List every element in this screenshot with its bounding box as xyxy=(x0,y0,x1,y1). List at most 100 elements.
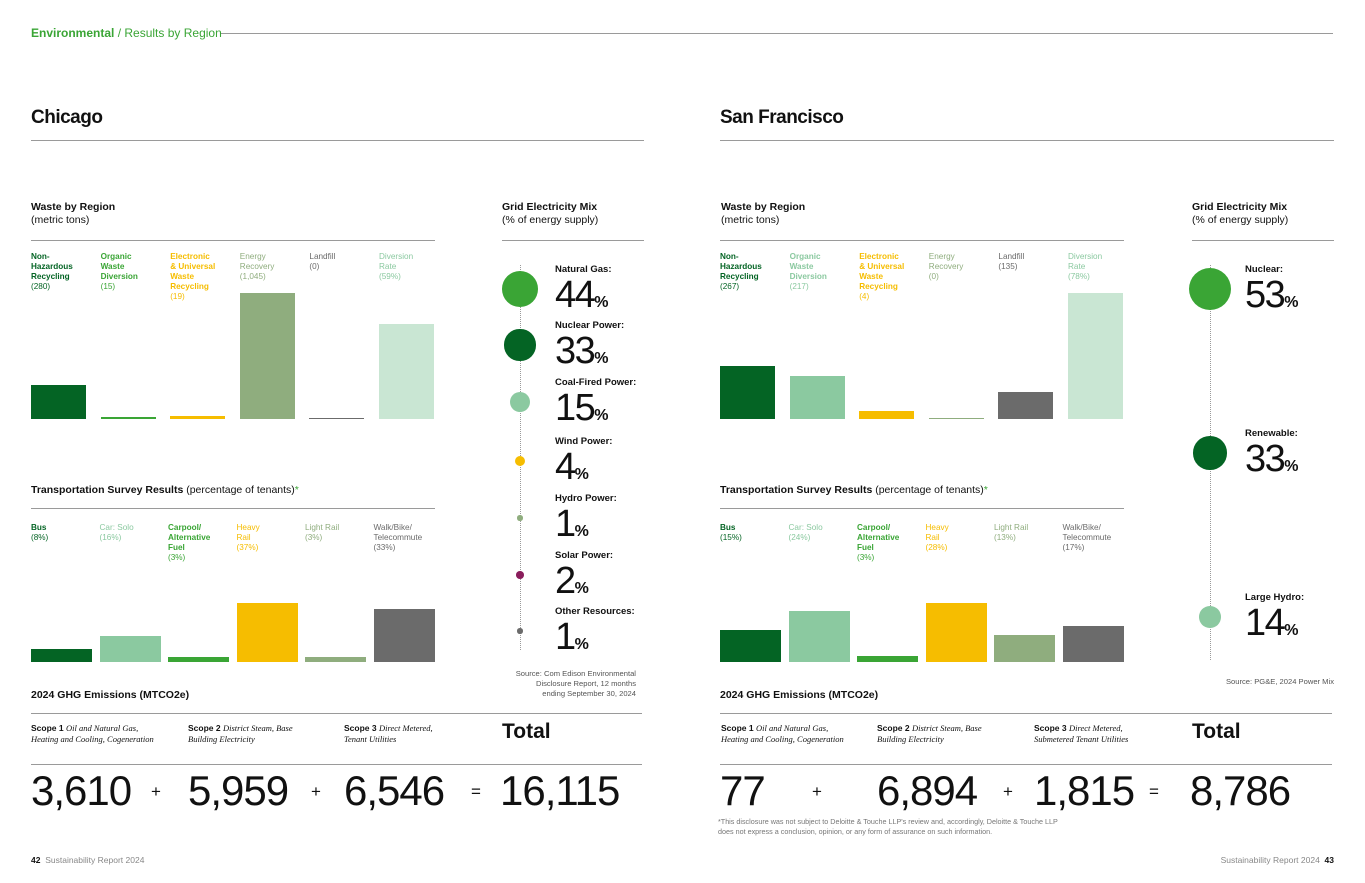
sf-grid-pct-1: % xyxy=(1284,458,1299,475)
chicago-transport-bar-0 xyxy=(31,649,92,662)
sf-scope3-label: Scope 3 xyxy=(1034,723,1067,733)
chicago-waste-heading: Waste by Region xyxy=(31,201,116,213)
chicago-waste-label-3: Energy Recovery (1,045) xyxy=(240,252,302,282)
chicago-waste-bar-1 xyxy=(100,416,156,419)
chicago-scope3-label: Scope 3 xyxy=(344,723,377,733)
chicago-transport-value-3: (37%) xyxy=(236,543,259,552)
sf-waste-bar-3 xyxy=(928,417,984,419)
sf-transport-bar-0 xyxy=(720,630,781,662)
sf-transport-bar-5 xyxy=(1062,626,1124,662)
chicago-transport-bar-1 xyxy=(99,636,161,662)
sf-waste-category-2: Electronic & Universal Waste Recycling xyxy=(859,252,905,291)
chicago-grid-pct-6: % xyxy=(574,636,589,653)
chicago-grid-label-5: Solar Power: xyxy=(555,550,614,561)
chicago-waste-label-4: Landfill (0) xyxy=(309,252,371,272)
sf-waste-units: (metric tons) xyxy=(721,214,780,226)
sf-waste-value-1: (217) xyxy=(789,282,809,291)
chicago-grid-label-6: Other Resources: xyxy=(555,606,635,617)
sf-grid-dot-2 xyxy=(1199,606,1221,628)
sf-total-value: 8,786 xyxy=(1190,767,1291,814)
chicago-grid-dot-0 xyxy=(502,271,538,307)
sf-waste-label-0: Non- Hazardous Recycling (267) xyxy=(720,252,782,292)
sf-scope3-text: Direct Metered, Submetered Tenant Utilit… xyxy=(1034,723,1129,744)
sf-transport-label-5: Walk/Bike/ Telecommute (17%) xyxy=(1063,523,1125,553)
chicago-waste-value-2: (19) xyxy=(170,292,185,301)
chicago-waste-label-0: Non- Hazardous Recycling (280) xyxy=(31,252,93,292)
sf-transport-label-4: Light Rail (13%) xyxy=(994,523,1056,543)
chicago-waste-category-5: Diversion Rate xyxy=(379,252,414,271)
sf-waste-title: Waste by Region (metric tons) xyxy=(721,201,805,227)
chicago-grid-label-1: Nuclear Power: xyxy=(555,320,625,331)
chicago-grid-number-6: 1 xyxy=(555,616,576,658)
sf-grid-pct-0: % xyxy=(1284,294,1299,311)
chicago-waste-label-5: Diversion Rate (59%) xyxy=(379,252,441,282)
sf-grid-dot-1 xyxy=(1193,436,1227,470)
sf-waste-bar-5 xyxy=(1068,293,1123,419)
chicago-equals: = xyxy=(471,782,481,801)
chicago-grid-number-5: 2 xyxy=(555,560,576,602)
chicago-waste-bar-4 xyxy=(309,417,365,419)
sf-equals: = xyxy=(1149,782,1159,801)
sf-transport-title: Transportation Survey Results (percentag… xyxy=(720,484,988,497)
chicago-transport-units: (percentage of tenants) xyxy=(186,484,295,496)
sf-transport-bar-1 xyxy=(788,611,850,662)
sf-waste-category-1: Organic Waste Diversion xyxy=(789,252,827,281)
sf-grid-label-0: Nuclear: xyxy=(1245,264,1284,275)
chicago-grid-dot-6 xyxy=(517,628,523,634)
sf-transport-category-0: Bus xyxy=(720,523,736,532)
chicago-transport-label-4: Light Rail (3%) xyxy=(305,523,367,543)
chicago-total-label: Total xyxy=(502,720,551,743)
chicago-waste-category-3: Energy Recovery xyxy=(239,252,275,271)
chicago-grid-pct-2: % xyxy=(594,407,609,424)
chicago-transport-label-0: Bus (8%) xyxy=(31,523,93,543)
sf-transport-category-4: Light Rail xyxy=(994,523,1029,532)
chicago-grid-number-0: 44 xyxy=(555,274,596,316)
chicago-total-value: 16,115 xyxy=(500,767,620,814)
page-number-right: 43 xyxy=(1324,855,1334,865)
sf-transport-label-1: Car: Solo (24%) xyxy=(789,523,851,543)
chicago-waste-category-4: Landfill xyxy=(309,252,336,261)
chicago-scope2-text: District Steam, Base Building Electricit… xyxy=(188,723,293,744)
chicago-waste-units: (metric tons) xyxy=(31,214,90,226)
sf-grid-source: Source: PG&E, 2024 Power Mix xyxy=(1225,677,1334,686)
chicago-waste-bar-2 xyxy=(170,415,226,419)
chicago-grid-label-0: Natural Gas: xyxy=(555,264,612,275)
sf-grid-label-1: Renewable: xyxy=(1245,428,1298,439)
chicago-scope1-text: Oil and Natural Gas, Heating and Cooling… xyxy=(31,723,154,744)
chicago-title: Chicago xyxy=(31,107,103,128)
sf-scope1-desc: Scope 1 Oil and Natural Gas, Heating and… xyxy=(721,723,844,745)
sf-waste-label-2: Electronic & Universal Waste Recycling (4… xyxy=(859,252,921,302)
chicago-grid-value-0: 44% xyxy=(555,276,609,322)
chicago-transport-category-5: Walk/Bike/ Telecommute xyxy=(373,523,423,542)
chicago-transport-category-1: Car: Solo xyxy=(99,523,134,532)
chicago-title-rule xyxy=(31,140,644,141)
sf-transport-heading: Transportation Survey Results xyxy=(720,484,873,496)
chicago-scope2-desc: Scope 2 District Steam, Base Building El… xyxy=(188,723,293,745)
sf-transport-value-0: (15%) xyxy=(720,533,742,542)
chicago-grid-label-4: Hydro Power: xyxy=(555,493,617,504)
chicago-transport-label-5: Walk/Bike/ Telecommute (33%) xyxy=(374,523,436,553)
sf-scope1-text: Oil and Natural Gas, Heating and Cooling… xyxy=(721,723,844,744)
sf-waste-bar-1 xyxy=(789,375,845,419)
sf-plus-2: + xyxy=(1003,782,1013,801)
chicago-waste-category-1: Organic Waste Diversion xyxy=(100,252,138,281)
sf-transport-category-2: Carpool/ Alternative Fuel xyxy=(857,523,900,552)
sf-waste-value-5: (78%) xyxy=(1068,272,1090,281)
chicago-transport-label-2: Carpool/ Alternative Fuel (3%) xyxy=(168,523,230,563)
chicago-transport-bar-4 xyxy=(305,657,366,662)
page-number-left: 42 xyxy=(31,855,41,865)
sf-transport-bar-2 xyxy=(857,655,918,662)
chicago-grid-label-3: Wind Power: xyxy=(555,436,613,447)
chicago-scope3-desc: Scope 3 Direct Metered, Tenant Utilities xyxy=(344,723,433,745)
chicago-grid-number-4: 1 xyxy=(555,503,576,545)
sf-transport-label-3: Heavy Rail (28%) xyxy=(926,523,988,553)
breadcrumb-section[interactable]: Environmental xyxy=(31,26,115,40)
sf-grid-value-0: 53% xyxy=(1245,276,1299,322)
chicago-grid-dot-1 xyxy=(504,329,536,361)
chicago-ghg-title: 2024 GHG Emissions (MTCO2e) xyxy=(31,689,189,702)
sf-waste-value-4: (135) xyxy=(998,262,1018,271)
chicago-waste-bar-3 xyxy=(239,293,295,419)
chicago-grid-number-2: 15 xyxy=(555,387,596,429)
chicago-transport-rule xyxy=(31,508,435,509)
chicago-scope2-label: Scope 2 xyxy=(188,723,221,733)
